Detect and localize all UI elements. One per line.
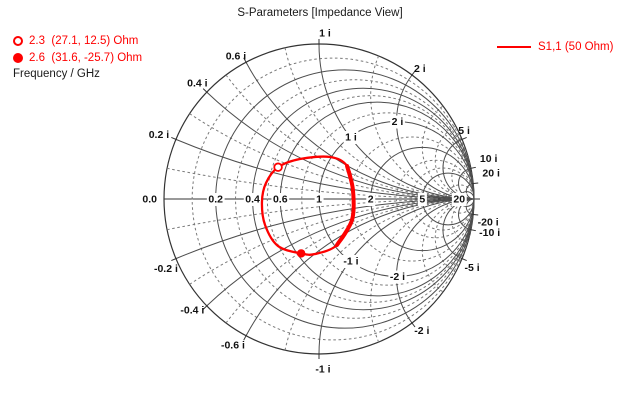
- svg-text:-5 i: -5 i: [464, 262, 479, 274]
- series-label: S1,1 (50 Ohm): [538, 41, 614, 53]
- svg-text:5 i: 5 i: [458, 125, 470, 137]
- plot-title: S-Parameters [Impedance View]: [237, 7, 403, 19]
- svg-text:20: 20: [453, 194, 465, 206]
- svg-text:-0.4 i: -0.4 i: [180, 304, 204, 316]
- svg-text:1: 1: [316, 194, 322, 206]
- svg-text:1 i: 1 i: [319, 28, 331, 40]
- svg-text:-20 i: -20 i: [478, 216, 499, 228]
- svg-text:20 i: 20 i: [482, 168, 500, 180]
- svg-text:0.4 i: 0.4 i: [187, 78, 208, 90]
- svg-text:10 i: 10 i: [480, 153, 498, 165]
- open-circle-marker-icon: [13, 36, 23, 47]
- svg-text:2 i: 2 i: [392, 116, 404, 128]
- series-line-swatch-icon: [497, 46, 531, 48]
- svg-text:0.4: 0.4: [245, 194, 260, 206]
- svg-text:1 i: 1 i: [345, 132, 357, 144]
- trace-s11: [260, 155, 355, 256]
- svg-text:-0.2 i: -0.2 i: [154, 263, 178, 275]
- marker-readout-row: 2.6 (31.6, -25.7) Ohm: [13, 50, 142, 67]
- frequency-axis-label: Frequency / GHz: [13, 68, 100, 80]
- svg-text:-2 i: -2 i: [414, 325, 429, 337]
- svg-text:0.6: 0.6: [273, 194, 288, 206]
- svg-text:-1 i: -1 i: [343, 256, 358, 268]
- marker-readout-2: 2.6 (31.6, -25.7) Ohm: [29, 51, 143, 64]
- svg-text:-2 i: -2 i: [390, 271, 405, 283]
- svg-text:-0.6 i: -0.6 i: [221, 340, 245, 352]
- marker-2.6-ghz: [296, 249, 306, 258]
- svg-text:-10 i: -10 i: [479, 227, 500, 239]
- smith-grid-labels: 0.0 0.2 0.4 0.6 1 2 5 20 0.2 i -0.2 i 0.4 i -0.4 i 0…: [142, 28, 500, 376]
- svg-text:2 i: 2 i: [414, 63, 426, 75]
- marker-2.3-ghz: [273, 162, 283, 172]
- series-legend: S1,1 (50 Ohm): [497, 41, 613, 53]
- trace-s11-overlap: [334, 163, 356, 248]
- svg-text:0.6 i: 0.6 i: [226, 50, 247, 62]
- svg-text:0.2 i: 0.2 i: [149, 129, 170, 141]
- svg-text:0.0: 0.0: [142, 194, 157, 206]
- svg-text:2: 2: [368, 194, 374, 206]
- svg-text:0.2: 0.2: [208, 194, 223, 206]
- marker-legend: 2.3 (27.1, 12.5) Ohm 2.6 (31.6, -25.7) O…: [13, 33, 142, 83]
- filled-circle-marker-icon: [13, 52, 23, 63]
- marker-readout-1: 2.3 (27.1, 12.5) Ohm: [29, 35, 139, 47]
- svg-text:5: 5: [419, 194, 425, 206]
- svg-text:-1 i: -1 i: [315, 364, 330, 376]
- marker-readout-row: 2.3 (27.1, 12.5) Ohm: [13, 33, 142, 50]
